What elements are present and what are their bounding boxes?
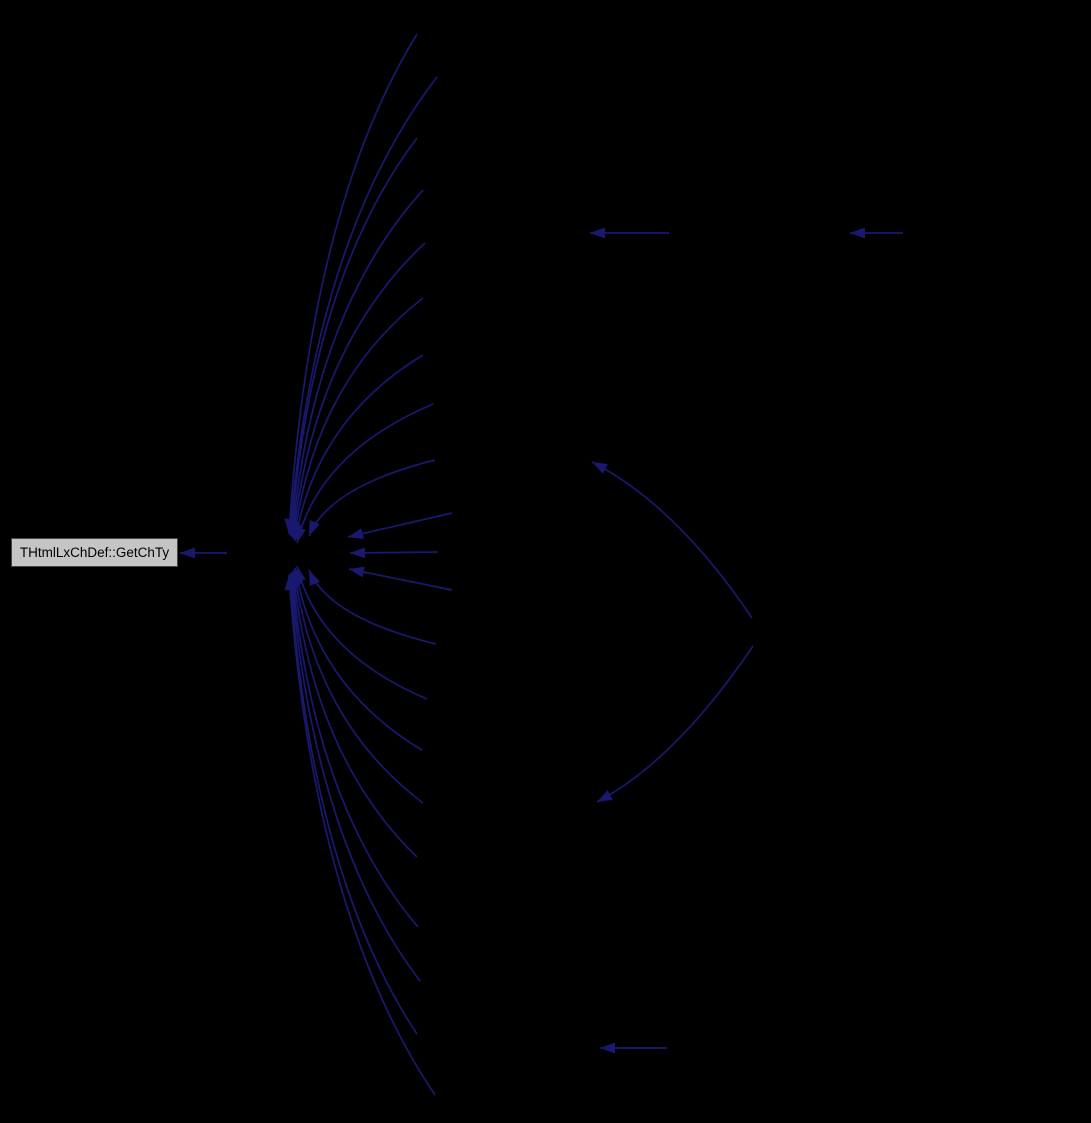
arrowhead <box>349 566 365 578</box>
arrowhead <box>348 528 364 539</box>
graph-edge <box>293 569 424 804</box>
node-thtmllxchdef-getchty: THtmlLxChDef::GetChTy <box>11 538 178 567</box>
graph-edge <box>293 297 424 540</box>
arrowhead <box>350 547 366 559</box>
graph-edge <box>596 645 754 803</box>
graph-edge <box>292 242 426 539</box>
graph-edge <box>296 565 428 700</box>
graph-edge <box>290 572 421 982</box>
graph-edge <box>308 459 436 537</box>
graph-edge <box>288 33 418 535</box>
graph-edge <box>289 76 438 536</box>
arrowhead <box>592 462 608 474</box>
graph-edge <box>289 573 418 1035</box>
arrowhead <box>850 227 865 239</box>
arrowhead <box>590 227 605 239</box>
graph-edge <box>348 568 453 591</box>
arrowhead <box>295 527 306 543</box>
arrowhead <box>597 790 613 802</box>
graph-edge <box>291 189 424 538</box>
graph-edge <box>288 574 436 1096</box>
arrowhead <box>180 547 195 559</box>
graph-edge <box>347 512 453 538</box>
graph-edge <box>291 571 419 928</box>
graph-edge <box>308 569 437 645</box>
arrowhead <box>284 575 296 591</box>
graph-edge <box>294 354 424 542</box>
node-label: THtmlLxChDef::GetChTy <box>19 545 170 560</box>
arrowhead <box>600 1042 615 1054</box>
arrowhead <box>309 570 320 586</box>
graph-edge <box>290 137 418 537</box>
graph-edge <box>292 570 418 858</box>
graph-edge <box>294 567 423 751</box>
arrowhead <box>309 520 320 536</box>
graph-edge <box>296 403 434 544</box>
graph-edge <box>591 461 753 619</box>
